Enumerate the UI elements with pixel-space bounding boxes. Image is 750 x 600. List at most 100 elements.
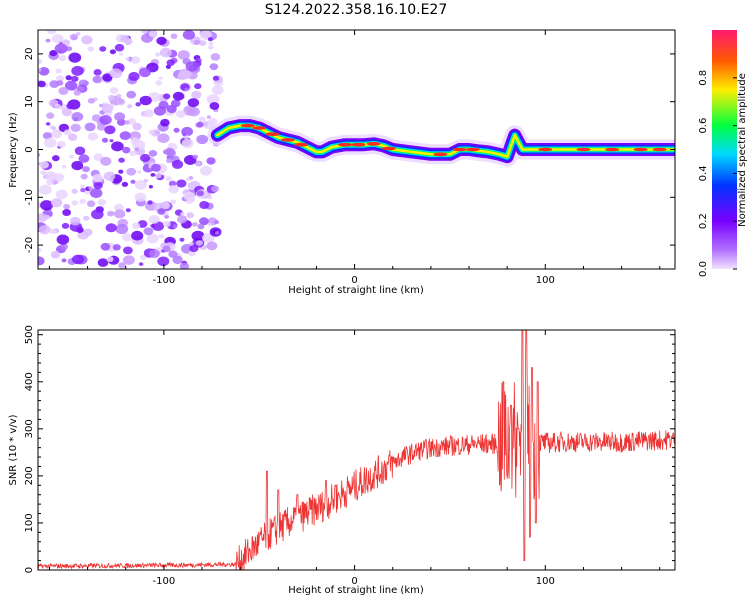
noise-blob [117,98,126,106]
noise-blob [60,105,65,110]
noise-blob [61,164,67,169]
noise-blob [148,30,158,38]
noise-blob [187,98,200,108]
noise-blob [55,189,68,200]
noise-blob [197,223,205,230]
noise-blob [189,244,199,253]
noise-blob [49,228,57,234]
ridge-peak [652,147,667,152]
noise-blob [90,188,103,199]
colorbar: 0.0 0.2 0.4 0.6 0.8 Normalized spectral ampl… [698,30,748,277]
spectrogram-x-tick-label: 0 [351,275,357,286]
noise-blob [209,102,220,110]
noise-blob [56,234,70,245]
noise-blob [109,139,114,143]
noise-blob [183,191,196,201]
noise-blob [200,166,212,176]
noise-blob [47,30,57,35]
spectrogram-y-tick-label: -10 [24,189,35,205]
noise-blob [196,134,209,145]
noise-blob [56,129,62,134]
noise-blob [148,215,160,224]
ridge-peak [294,142,309,147]
snr-frame [37,329,676,571]
noise-blob [38,152,41,157]
noise-blob [166,158,173,164]
snr-x-tick-label: -100 [153,576,176,587]
noise-blob [146,233,159,244]
noise-blob [91,114,102,122]
noise-blob [163,93,171,100]
snr-line-group [38,330,675,570]
noise-blob [123,246,133,255]
noise-blob [138,262,144,266]
snr-y-tick-label: 400 [24,372,35,391]
spectrogram-y-axis-label: Frequency (Hz) [8,112,19,188]
noise-blob [118,169,124,174]
noise-blob [191,222,198,227]
noise-blob [172,91,185,101]
snr-y-tick-label: 100 [24,513,35,532]
noise-blob [99,46,107,52]
noise-blob [181,138,194,149]
noise-blob [180,212,185,216]
noise-blob [202,121,209,127]
noise-blob [68,133,78,141]
noise-blob [137,220,148,228]
noise-blob [211,85,224,95]
noise-blob [106,256,114,263]
noise-blob [157,133,170,144]
noise-blob [93,69,102,76]
noise-blob [102,73,113,82]
noise-blob [199,40,207,46]
noise-blob [62,209,71,216]
colorbar-ticks: 0.0 0.2 0.4 0.6 0.8 [698,70,737,277]
noise-blob [63,129,72,136]
noise-blob [206,241,218,251]
spectrogram-y-tick-label: 10 [24,95,35,108]
noise-blob [38,213,48,222]
noise-blob [155,80,162,86]
noise-blob [103,171,116,181]
noise-blob [172,255,183,265]
noise-blob [119,131,131,141]
colorbar-label: Normalized spectral amplitude [737,73,748,227]
noise-blob [124,120,130,125]
noise-blob [91,209,104,220]
noise-blob [71,112,84,122]
noise-blob [52,155,60,162]
noise-blob [64,80,78,91]
noise-blob [206,115,211,119]
noise-blob [132,222,141,229]
noise-blob [105,223,117,233]
noise-blob [144,109,154,118]
ridge-peak [538,147,553,152]
snr-y-tick-label: 500 [24,325,35,344]
noise-blob [112,244,121,251]
snr-axes: -100 0 100 0 100 200 300 400 500 [24,325,675,587]
noise-blob [71,188,78,194]
noise-blob [118,262,127,269]
noise-blob [55,68,62,74]
noise-blob [147,200,153,205]
noise-blob [166,104,177,114]
noise-blob [73,90,81,96]
noise-blob [115,223,129,235]
noise-blob [71,75,79,82]
noise-blob [199,201,210,209]
noise-blob [114,43,125,52]
noise-blob [128,71,140,81]
noise-blob [71,200,78,206]
noise-blob [66,102,75,110]
noise-blob [122,233,133,242]
noise-blob [87,98,95,104]
noise-blob [56,75,64,82]
noise-blob [57,141,66,148]
noise-blob [51,198,63,208]
noise-blob [111,141,124,152]
noise-blob [148,150,158,157]
noise-blob [176,110,186,118]
noise-blob [39,161,49,169]
ridge-peak [381,146,396,151]
noise-blob [194,83,202,90]
